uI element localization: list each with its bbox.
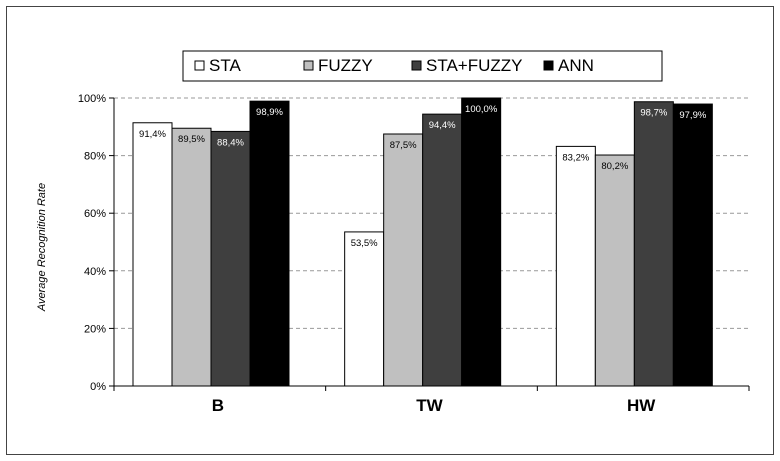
y-tick-label: 100%	[78, 93, 106, 105]
legend-swatch-fuzzy	[303, 60, 314, 71]
legend-swatch-sta-fuzzy	[411, 60, 422, 71]
data-label: 91,4%	[139, 129, 166, 140]
bar-ann-b	[249, 100, 290, 387]
bar-sta-b	[132, 122, 173, 387]
y-tick-label: 0%	[90, 381, 106, 393]
legend: STA FUZZY STA+FUZZY ANN	[182, 50, 663, 82]
x-tick-label: B	[212, 396, 224, 415]
legend-label: STA	[209, 56, 241, 75]
y-axis-ticks: 0% 20% 40% 60% 80% 100%	[78, 93, 114, 393]
bar-sta-hw	[555, 145, 596, 387]
data-label: 89,5%	[178, 134, 205, 145]
bar-chart: STA FUZZY STA+FUZZY ANN Average Recognition…	[36, 50, 750, 415]
bar-sta-fuzzy-b	[210, 130, 251, 387]
legend-swatch-sta	[194, 60, 205, 71]
legend-swatch-ann	[543, 60, 554, 71]
bar-fuzzy-b	[171, 127, 212, 387]
y-tick-label: 60%	[84, 208, 106, 220]
legend-box	[182, 50, 663, 82]
data-label: 100,0%	[465, 104, 498, 115]
y-tick-label: 80%	[84, 151, 106, 163]
data-label: 88,4%	[217, 137, 244, 148]
bar-sta-fuzzy-hw	[633, 101, 674, 387]
legend-label: STA+FUZZY	[426, 56, 523, 75]
chart-frame: STA FUZZY STA+FUZZY ANN Average Recognition…	[6, 6, 774, 455]
axes	[113, 98, 749, 387]
data-label: 83,2%	[562, 152, 589, 163]
x-axis-ticks: B TW HW	[113, 386, 750, 415]
legend-label: ANN	[558, 56, 594, 75]
data-label: 97,9%	[679, 110, 706, 121]
bar-sta-tw	[344, 231, 385, 387]
data-label: 87,5%	[390, 140, 417, 151]
legend-label: FUZZY	[318, 56, 373, 75]
bar-ann-hw	[672, 103, 713, 387]
bar-fuzzy-tw	[383, 133, 424, 387]
y-axis-label: Average Recognition Rate	[36, 183, 48, 312]
y-tick-label: 40%	[84, 266, 106, 278]
data-label: 98,7%	[640, 108, 667, 119]
data-label: 98,9%	[256, 107, 283, 118]
y-tick-label: 20%	[84, 323, 106, 335]
x-tick-label: HW	[627, 396, 656, 415]
bar-sta-fuzzy-tw	[422, 113, 463, 387]
bars: 91,4% 89,5% 88,4% 98,9% 53,5% 87,5% 94,4% 100,0…	[132, 97, 713, 387]
data-label: 53,5%	[351, 238, 378, 249]
bar-ann-tw	[461, 97, 502, 387]
x-tick-label: TW	[416, 396, 443, 415]
data-label: 94,4%	[429, 120, 456, 131]
data-label: 80,2%	[601, 161, 628, 172]
bar-fuzzy-hw	[594, 154, 635, 387]
